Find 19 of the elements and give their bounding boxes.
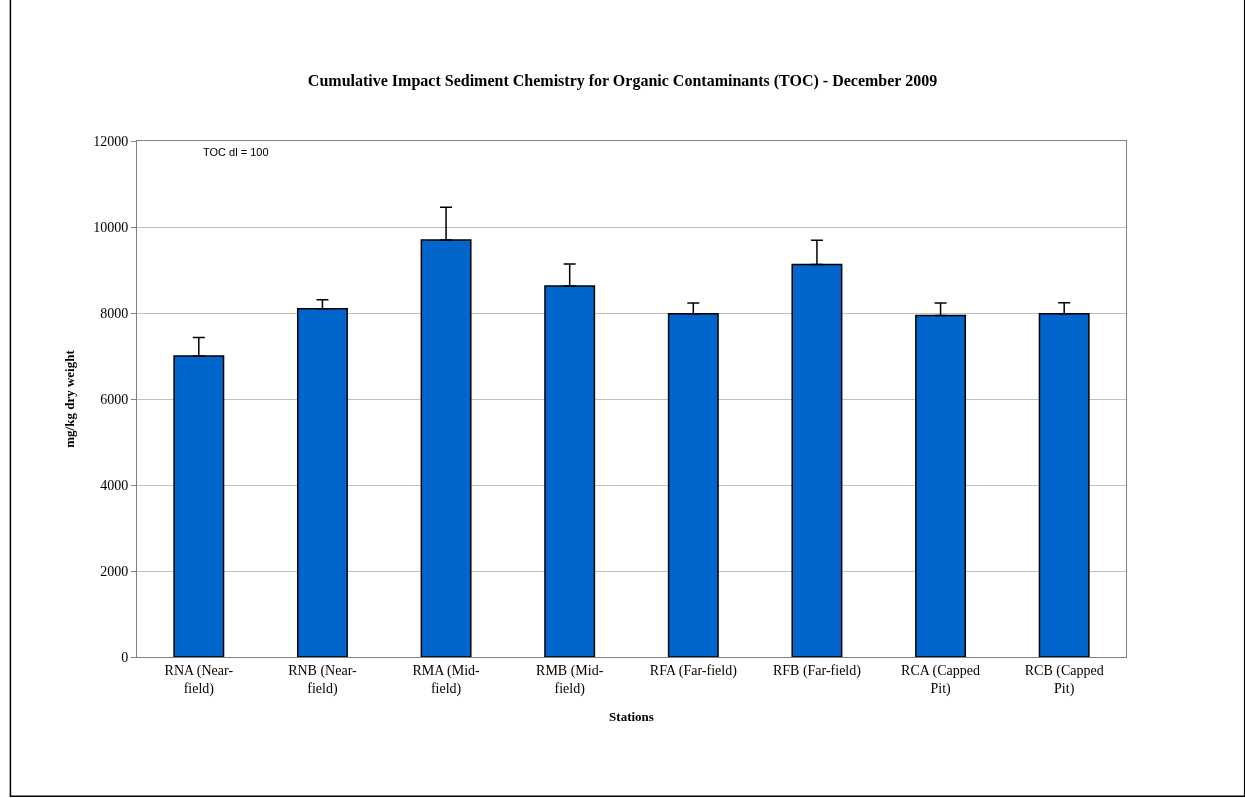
- y-tick-label: 8000: [100, 305, 129, 321]
- x-tick-label: RCB (Capped Pit): [1024, 662, 1104, 697]
- x-tick-label: RNA (Near- field): [164, 662, 234, 697]
- y-tick-label: 12000: [93, 133, 129, 149]
- x-tick-label: RNB (Near- field): [288, 662, 358, 697]
- x-tick-label: RMB (Mid- field): [536, 662, 604, 697]
- y-tick-label: 10000: [93, 219, 129, 235]
- y-tick-label: 6000: [100, 391, 129, 407]
- annotation: TOC dl = 100: [203, 146, 269, 158]
- y-tick-label: 0: [121, 649, 129, 665]
- y-axis-title: mg/kg dry weight: [62, 349, 78, 448]
- x-tick-label: RCA (Capped Pit): [901, 662, 981, 697]
- chart-title: Cumulative Impact Sediment Chemistry for Organic Contaminants (TOC) - December 2009: [307, 71, 938, 90]
- y-tick-label: 2000: [100, 563, 129, 579]
- x-tick-label: RFA (Far-field): [649, 662, 738, 679]
- y-tick-label: 4000: [100, 477, 129, 493]
- x-tick-label: RFB (Far-field): [772, 662, 862, 679]
- x-tick-label: RMA (Mid- field): [412, 662, 481, 697]
- x-axis-title: Stations: [609, 708, 654, 724]
